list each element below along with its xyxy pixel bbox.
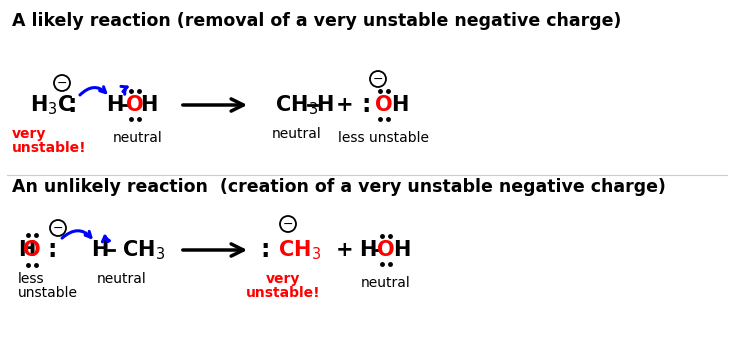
Text: −: − xyxy=(373,72,383,85)
Text: CH$_3$: CH$_3$ xyxy=(278,238,321,262)
Text: H: H xyxy=(91,240,109,260)
Text: H: H xyxy=(106,95,124,115)
Text: :: : xyxy=(68,93,76,117)
Text: H: H xyxy=(360,240,377,260)
Text: O: O xyxy=(375,95,393,115)
Text: An unlikely reaction  (creation of a very unstable negative charge): An unlikely reaction (creation of a very… xyxy=(12,178,666,196)
Text: H: H xyxy=(316,95,334,115)
Text: +: + xyxy=(336,95,354,115)
Text: very: very xyxy=(266,272,300,286)
Text: +: + xyxy=(336,240,354,260)
Text: O: O xyxy=(377,240,395,260)
Text: −: − xyxy=(57,77,68,90)
Text: less: less xyxy=(18,272,45,286)
Text: H: H xyxy=(393,240,411,260)
Text: neutral: neutral xyxy=(361,276,411,290)
Text: A likely reaction (removal of a very unstable negative charge): A likely reaction (removal of a very uns… xyxy=(12,12,622,30)
Text: :: : xyxy=(261,238,269,262)
Text: −: − xyxy=(53,222,63,235)
Text: H: H xyxy=(18,240,35,260)
Text: unstable!: unstable! xyxy=(12,141,87,155)
Text: :: : xyxy=(47,238,57,262)
Text: H$_3$C: H$_3$C xyxy=(30,93,73,117)
Text: CH$_3$: CH$_3$ xyxy=(275,93,318,117)
Text: less unstable: less unstable xyxy=(338,131,429,145)
Text: H: H xyxy=(391,95,409,115)
Text: unstable!: unstable! xyxy=(246,286,320,300)
Text: H: H xyxy=(140,95,158,115)
Text: neutral: neutral xyxy=(272,127,322,141)
Text: :: : xyxy=(361,93,371,117)
Text: O: O xyxy=(23,240,41,260)
Text: O: O xyxy=(126,95,144,115)
Text: CH$_3$: CH$_3$ xyxy=(122,238,165,262)
Text: −: − xyxy=(283,217,294,231)
Text: very: very xyxy=(12,127,46,141)
Text: neutral: neutral xyxy=(97,272,147,286)
Text: neutral: neutral xyxy=(113,131,163,145)
Text: unstable: unstable xyxy=(18,286,78,300)
